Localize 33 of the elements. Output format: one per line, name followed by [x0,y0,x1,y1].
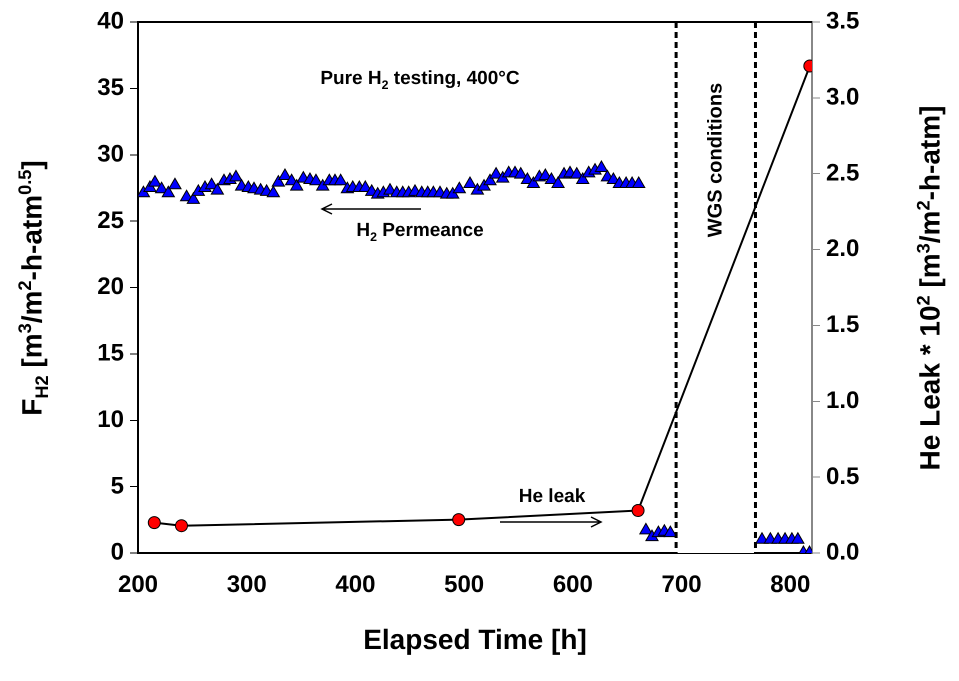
y2-tick-label: 2.5 [826,159,860,186]
x-tick-label: 700 [662,571,702,598]
y-tick-label: 30 [97,140,124,168]
x-tick-label: 200 [118,571,158,598]
x-tick-label: 800 [770,571,810,598]
y-tick-label: 5 [110,472,124,500]
annotation: Pure H$_{2}$ testing, 400°C [320,68,520,92]
y-tick-label: 10 [97,406,124,433]
y2-tick-label: 0.5 [826,462,860,490]
y-tick-label: 0 [110,538,124,566]
y2-tick-label: 3.0 [826,83,860,110]
y-tick-label: 25 [97,206,124,234]
band-label: WGS conditions [704,82,728,238]
y2-tick-label: 1.5 [826,311,860,338]
y-tick-label: 15 [97,340,124,366]
x-tick-label: 400 [335,571,376,598]
x-axis-title: Elapsed Time [h] [363,624,587,656]
y2-tick-label: 0.0 [826,538,860,566]
y2-tick-label: 3.5 [826,8,860,35]
y-tick-label: 20 [97,273,124,300]
annotation: He leak [518,486,586,508]
point [148,516,161,530]
point [174,519,188,532]
y-tick-label: 35 [97,74,124,101]
x-tick-label: 500 [444,571,484,598]
point [632,504,645,518]
y-tick-label: 40 [97,8,124,35]
y2-tick-label: 2.0 [826,235,860,262]
point [452,513,466,526]
x-tick-label: 300 [226,571,267,598]
x-tick-label: 600 [552,571,593,598]
y2-tick-label: 1.0 [826,386,860,414]
annotation: H$_{2}$ Permeance [356,220,484,244]
